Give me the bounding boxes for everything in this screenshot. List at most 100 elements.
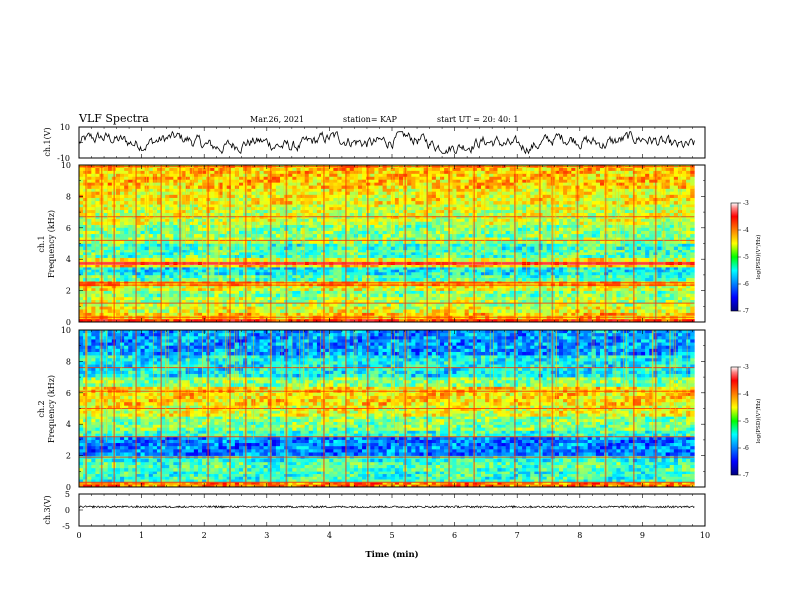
spectrogram-cell xyxy=(632,278,638,282)
spectrogram-cell xyxy=(357,234,363,238)
spectrogram-cell xyxy=(202,293,207,298)
spectrogram-cell xyxy=(686,230,691,235)
spectrogram-cell xyxy=(468,249,474,253)
spectrogram-cell xyxy=(173,300,178,304)
spectrogram-cell xyxy=(501,237,506,241)
spectrogram-cell xyxy=(616,246,621,251)
spectrogram-cell xyxy=(435,240,441,244)
spectrogram-cell xyxy=(95,224,100,229)
spectrogram-cell xyxy=(107,303,113,307)
spectrogram-cell xyxy=(415,274,420,279)
spectrogram-cell xyxy=(193,234,199,238)
spectrogram-cell xyxy=(296,272,301,276)
spectrogram-cell xyxy=(534,290,539,295)
spectrogram-cell xyxy=(316,227,322,232)
spectrogram-cell xyxy=(620,293,625,298)
spectrogram-cell xyxy=(345,264,351,268)
spectrogram-cell xyxy=(341,303,346,307)
spectrogram-cell xyxy=(419,290,424,295)
spectrogram-cell xyxy=(79,237,84,241)
spectrogram-cell xyxy=(669,272,675,276)
spectrogram-cell xyxy=(103,255,109,258)
spectrogram-cell xyxy=(435,272,441,276)
spectrogram-cell xyxy=(185,278,191,282)
spectrogram-cell xyxy=(398,240,404,244)
spectrogram-cell xyxy=(386,224,392,229)
spectrogram-cell xyxy=(210,227,215,232)
spectrogram-cell xyxy=(526,264,531,268)
spectrogram-cell xyxy=(534,274,539,279)
spectrogram-cell xyxy=(616,300,621,304)
spectrogram-cell xyxy=(386,243,392,247)
spectrogram-cell xyxy=(292,257,297,262)
spectrogram-cell xyxy=(673,309,679,313)
spectrogram-cell xyxy=(120,290,125,295)
spectrogram-cell xyxy=(677,269,683,273)
spectrogram-cell xyxy=(419,296,424,301)
spectrogram-cell xyxy=(226,318,232,323)
spectrogram-cell xyxy=(136,272,141,276)
spectrogram-cell xyxy=(87,264,92,268)
spectrogram-cell xyxy=(579,293,584,298)
spectrogram-cell xyxy=(526,278,531,282)
spectrogram-cell xyxy=(259,269,264,273)
spectrogram-cell xyxy=(534,309,539,313)
spectrogram-cell xyxy=(649,296,654,301)
spectrogram-cell xyxy=(357,267,363,270)
spectrogram-cell xyxy=(641,272,646,276)
spectrogram-cell xyxy=(628,272,634,276)
spectrogram-cell xyxy=(686,300,691,304)
spectrogram-cell xyxy=(255,249,260,253)
spectrogram-cell xyxy=(497,257,502,262)
spectrogram-cell xyxy=(468,303,474,307)
spectrogram-cell xyxy=(226,288,232,291)
spectrogram-cell xyxy=(645,237,650,241)
spectrogram-cell xyxy=(669,285,675,289)
spectrogram-cell xyxy=(415,240,420,244)
spectrogram-cell xyxy=(230,312,236,317)
spectrogram-cell xyxy=(673,237,679,241)
spectrogram-cell xyxy=(571,240,576,244)
spectrogram-cell xyxy=(448,309,453,313)
spectrogram-cell xyxy=(181,227,186,232)
spectrogram-cell xyxy=(468,300,474,304)
spectrogram-cell xyxy=(197,309,203,313)
spectrogram-cell xyxy=(316,290,322,295)
spectrogram-cell xyxy=(427,267,433,270)
spectrogram-cell xyxy=(165,285,170,289)
spectrogram-cell xyxy=(148,230,154,235)
spectrogram-cell xyxy=(546,303,552,307)
spectrogram-cell xyxy=(476,237,482,241)
spectrogram-cell xyxy=(435,252,441,256)
spectrogram-cell xyxy=(464,257,470,262)
spectrogram-cell xyxy=(161,257,166,262)
spectrogram-cell xyxy=(341,293,346,298)
spectrogram-cell xyxy=(292,252,297,256)
spectrogram-cell xyxy=(189,227,195,232)
spectrogram-cell xyxy=(472,224,478,229)
spectrogram-cell xyxy=(620,290,625,295)
spectrogram-cell xyxy=(608,269,613,273)
spectrogram-cell xyxy=(210,255,215,258)
spectrogram-cell xyxy=(505,318,511,323)
spectrogram-cell xyxy=(546,267,552,270)
spectrogram-cell xyxy=(485,252,490,256)
spectrogram-cell xyxy=(210,243,215,247)
spectrogram-cell xyxy=(210,288,215,291)
spectrogram-cell xyxy=(673,246,679,251)
spectrogram-cell xyxy=(349,243,355,247)
spectrogram-cell xyxy=(591,296,597,301)
spectrogram-cell xyxy=(669,296,675,301)
spectrogram-cell xyxy=(156,255,162,258)
spectrogram-cell xyxy=(620,278,625,282)
spectrogram-cell xyxy=(456,243,461,247)
spectrogram-cell xyxy=(497,285,502,289)
spectrogram-cell xyxy=(440,237,445,241)
spectrogram-cell xyxy=(641,255,646,258)
spectrogram-cell xyxy=(665,246,671,251)
spectrogram-cell xyxy=(337,272,342,276)
spectrogram-cell xyxy=(370,285,375,289)
spectrogram-cell xyxy=(554,272,560,276)
spectrogram-cell xyxy=(128,240,133,244)
spectrogram-cell xyxy=(558,267,564,270)
